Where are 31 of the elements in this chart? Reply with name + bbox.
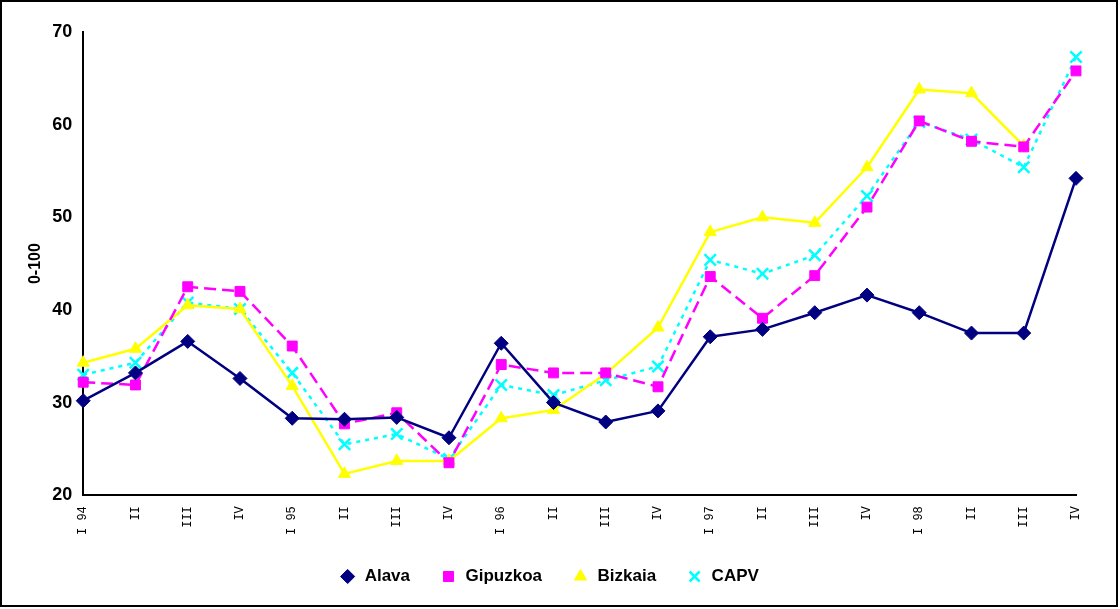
x-tick-label: IV xyxy=(860,505,875,521)
legend-label: Bizkaia xyxy=(597,566,657,586)
x-tick-label: I 94 xyxy=(76,506,91,536)
y-tick-label: 20 xyxy=(52,484,73,505)
x-tick-label: I 95 xyxy=(285,506,300,536)
x-tick-label: I 97 xyxy=(703,506,718,536)
x-tick-label: IV xyxy=(651,505,666,521)
y-tick-label: 60 xyxy=(52,113,73,134)
x-tick-label: IV xyxy=(233,505,248,521)
x-tick-label: II xyxy=(964,506,979,521)
y-axis-title: 0-100 xyxy=(26,243,44,285)
y-tick-label: 50 xyxy=(52,206,73,227)
x-tick-label: II xyxy=(337,506,352,521)
y-tick-label: 40 xyxy=(52,298,73,319)
x-tick-label: III xyxy=(807,506,822,528)
x-tick-label: III xyxy=(389,506,404,528)
y-tick-label: 70 xyxy=(52,20,73,41)
x-tick-label: II xyxy=(128,506,143,521)
y-tick-label: 30 xyxy=(52,391,73,412)
x-tick-label: IV xyxy=(1069,505,1084,521)
x-tick-label: II xyxy=(755,506,770,521)
x-tick-label: III xyxy=(180,506,195,528)
x-tick-label: I 98 xyxy=(912,506,927,536)
legend-label: CAPV xyxy=(711,566,760,586)
x-tick-label: III xyxy=(598,506,613,528)
x-tick-label: I 96 xyxy=(494,506,509,536)
legend-label: Gipuzkoa xyxy=(465,566,543,586)
legend-label: Alava xyxy=(364,566,411,586)
x-tick-label: II xyxy=(546,506,561,521)
x-tick-label: IV xyxy=(442,505,457,521)
x-tick-label: III xyxy=(1016,506,1031,528)
